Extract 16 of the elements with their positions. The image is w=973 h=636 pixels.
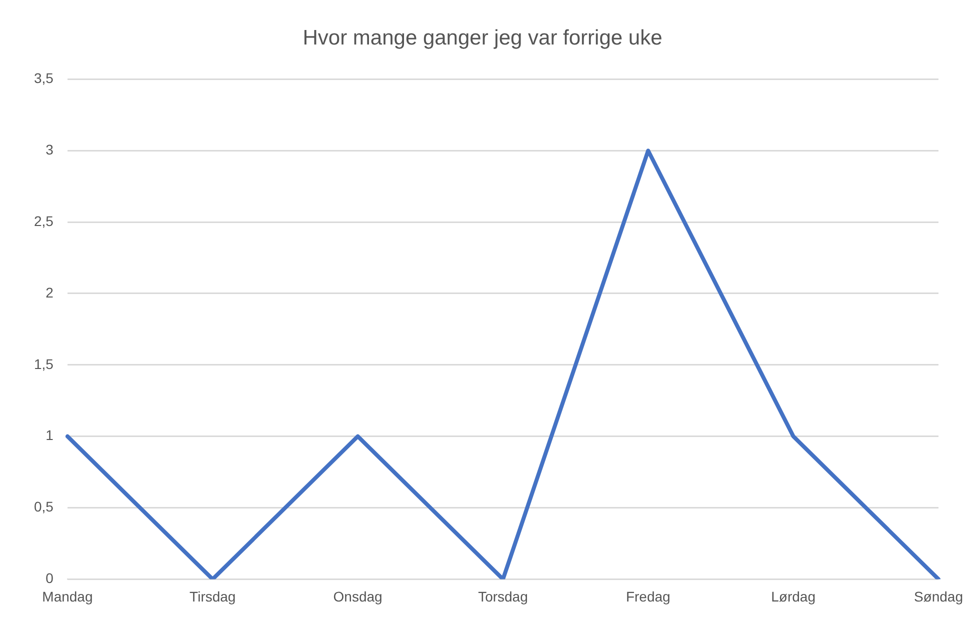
chart-title: Hvor mange ganger jeg var forrige uke bbox=[302, 26, 662, 50]
x-tick-label: Mandag bbox=[42, 588, 93, 604]
y-tick-label: 3,5 bbox=[34, 70, 54, 86]
y-tick-label: 2 bbox=[46, 284, 54, 300]
x-tick-label: Fredag bbox=[626, 588, 670, 604]
y-tick-label: 3 bbox=[46, 141, 54, 158]
y-tick-label: 0 bbox=[46, 570, 54, 586]
y-tick-label: 1,5 bbox=[34, 356, 54, 372]
y-tick-label: 0,5 bbox=[34, 498, 54, 515]
x-tick-label: Søndag bbox=[914, 588, 964, 604]
x-tick-label: Tirsdag bbox=[190, 588, 236, 604]
x-tick-label: Onsdag bbox=[333, 588, 382, 604]
y-tick-label: 2,5 bbox=[34, 212, 54, 229]
x-tick-label: Torsdag bbox=[478, 588, 528, 604]
x-tick-label: Lørdag bbox=[771, 588, 816, 604]
y-tick-label: 1 bbox=[46, 427, 54, 444]
